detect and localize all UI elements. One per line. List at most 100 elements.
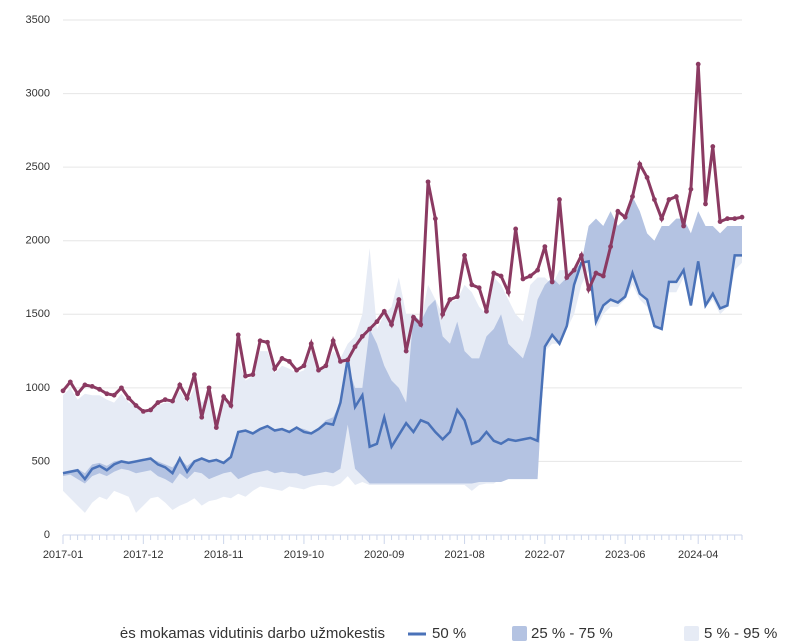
legend-swatch bbox=[684, 626, 699, 641]
mean-point bbox=[630, 194, 635, 199]
mean-point bbox=[491, 270, 497, 276]
mean-point bbox=[703, 201, 708, 207]
legend-label: 5 % - 95 % bbox=[704, 625, 777, 642]
mean-point bbox=[644, 175, 650, 180]
mean-point bbox=[425, 179, 431, 185]
mean-point bbox=[600, 273, 606, 279]
mean-point bbox=[681, 223, 686, 229]
x-tick-label: 2022-07 bbox=[525, 549, 565, 561]
mean-point bbox=[418, 322, 424, 327]
mean-point bbox=[389, 322, 394, 327]
mean-point bbox=[403, 348, 409, 354]
legend-label: 25 % - 75 % bbox=[531, 625, 613, 642]
mean-point bbox=[126, 395, 132, 401]
mean-point bbox=[140, 409, 146, 414]
mean-point bbox=[75, 391, 81, 397]
mean-point bbox=[476, 285, 482, 291]
mean-point bbox=[557, 197, 562, 202]
x-tick-label: 2018-11 bbox=[204, 549, 244, 561]
mean-point bbox=[104, 391, 110, 397]
mean-point bbox=[177, 382, 183, 388]
y-tick-label: 500 bbox=[32, 455, 50, 467]
mean-point bbox=[432, 216, 438, 222]
mean-point bbox=[732, 216, 738, 222]
mean-point bbox=[717, 219, 723, 224]
mean-point bbox=[659, 216, 665, 222]
mean-point bbox=[549, 279, 555, 285]
mean-point bbox=[345, 357, 351, 363]
legend-label: 50 % bbox=[432, 625, 466, 642]
mean-point bbox=[411, 314, 416, 320]
mean-point bbox=[374, 319, 380, 325]
mean-point bbox=[688, 186, 694, 192]
mean-point bbox=[367, 326, 373, 332]
mean-point bbox=[250, 372, 256, 378]
mean-point bbox=[593, 270, 599, 276]
mean-point bbox=[243, 373, 248, 379]
mean-point bbox=[666, 197, 672, 202]
mean-point bbox=[67, 379, 73, 385]
mean-point bbox=[396, 297, 402, 302]
mean-point bbox=[615, 208, 621, 214]
mean-point bbox=[695, 61, 701, 67]
mean-line bbox=[61, 64, 743, 428]
mean-point bbox=[279, 356, 285, 361]
y-tick-label: 0 bbox=[44, 529, 50, 541]
mean-point bbox=[97, 386, 102, 392]
band-area bbox=[63, 196, 742, 484]
x-tick-label: 2024-04 bbox=[678, 549, 718, 561]
mean-point bbox=[316, 367, 321, 373]
mean-point bbox=[257, 338, 263, 344]
mean-point bbox=[498, 273, 504, 279]
mean-point bbox=[323, 363, 329, 369]
mean-point bbox=[60, 388, 66, 394]
mean-point bbox=[192, 372, 197, 378]
x-tick-label: 2020-09 bbox=[364, 549, 404, 561]
x-tick-label: 2021-08 bbox=[444, 549, 484, 561]
mean-point bbox=[82, 382, 88, 388]
mean-point bbox=[564, 275, 570, 280]
mean-point bbox=[162, 397, 168, 403]
y-tick-label: 2500 bbox=[26, 161, 50, 173]
median-line bbox=[62, 254, 742, 482]
mean-point bbox=[651, 197, 657, 202]
mean-point bbox=[133, 403, 139, 408]
mean-point bbox=[535, 267, 540, 273]
mean-point bbox=[119, 385, 124, 391]
y-tick-label: 1500 bbox=[26, 308, 50, 320]
mean-point bbox=[155, 400, 161, 405]
mean-point bbox=[622, 214, 628, 220]
legend: 5 % - 95 % 25 % - 75 % 50 % ės mokamas vidu… bbox=[120, 625, 777, 642]
mean-point bbox=[184, 395, 190, 401]
mean-point bbox=[206, 385, 212, 391]
mean-point bbox=[440, 311, 446, 317]
mean-point bbox=[454, 294, 460, 300]
mean-point bbox=[381, 308, 387, 314]
mean-point bbox=[586, 286, 592, 292]
mean-point bbox=[462, 253, 467, 258]
mean-point bbox=[352, 344, 358, 350]
mean-point bbox=[272, 366, 278, 372]
mean-point bbox=[294, 367, 300, 373]
mean-point bbox=[235, 332, 241, 338]
x-tick-label: 2019-10 bbox=[284, 549, 324, 561]
mean-point bbox=[578, 253, 584, 258]
mean-point bbox=[513, 226, 519, 232]
mean-point bbox=[447, 297, 453, 302]
y-tick-label: 1000 bbox=[26, 382, 50, 394]
y-tick-label: 2000 bbox=[26, 235, 50, 247]
mean-point bbox=[199, 414, 205, 420]
x-tick-label: 2023-06 bbox=[605, 549, 645, 561]
mean-point bbox=[637, 161, 643, 167]
mean-point bbox=[221, 394, 227, 400]
mean-point bbox=[520, 276, 526, 282]
mean-point bbox=[170, 398, 175, 404]
mean-point bbox=[308, 341, 314, 347]
mean-point bbox=[724, 216, 730, 222]
mean-point bbox=[484, 308, 489, 314]
mean-point bbox=[265, 339, 270, 345]
mean-point bbox=[111, 392, 117, 398]
mean-point bbox=[359, 333, 365, 339]
mean-point bbox=[527, 273, 533, 279]
